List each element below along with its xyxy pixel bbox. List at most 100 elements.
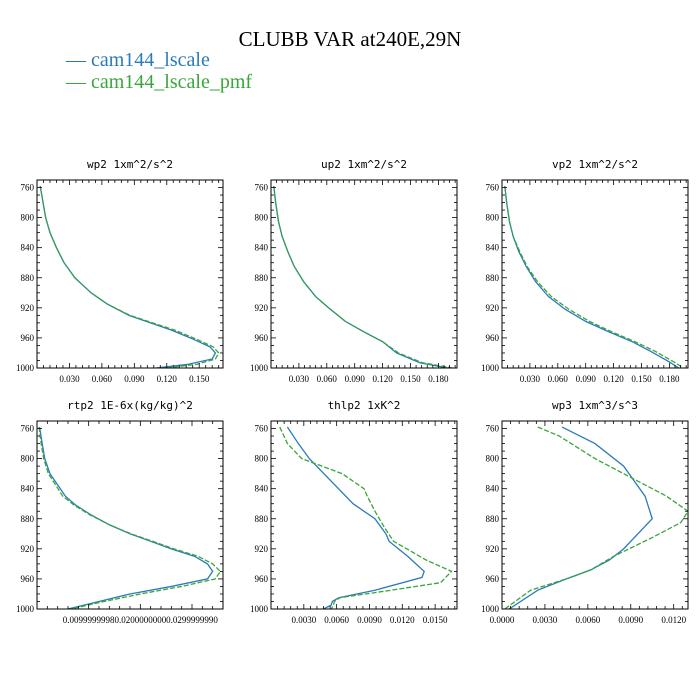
series-line-2 (273, 185, 453, 368)
x-tick-label: 0.090 (345, 374, 366, 384)
x-tick-label: 0.030 (289, 374, 310, 384)
y-tick-label: 920 (255, 303, 269, 313)
y-tick-label: 960 (486, 333, 500, 343)
y-tick-label: 880 (486, 273, 500, 283)
y-tick-label: 1000 (481, 604, 500, 614)
y-tick-label: 920 (255, 544, 269, 554)
x-tick-label: 0.0000 (490, 615, 515, 625)
y-tick-label: 760 (486, 183, 500, 193)
y-tick-label: 1000 (250, 604, 269, 614)
x-tick-label: 0.150 (631, 374, 652, 384)
y-tick-label: 800 (255, 213, 269, 223)
series-line-1 (286, 426, 425, 609)
x-tick-label: 0.0299999990 (166, 615, 218, 625)
panel-1: wp2 1xm^2/s^2 760 800 840 880 920 960 1000 0.030… (16, 158, 224, 384)
series-line-1 (38, 426, 214, 609)
y-tick-label: 880 (255, 273, 269, 283)
x-tick-label: 0.0060 (324, 615, 349, 625)
x-tick-label: 0.150 (400, 374, 421, 384)
y-tick-label: 880 (21, 514, 35, 524)
x-tick-label: 0.0030 (291, 615, 316, 625)
y-tick-label: 880 (255, 514, 269, 524)
x-tick-label: 0.0090 (618, 615, 643, 625)
y-tick-label: 920 (21, 303, 35, 313)
plot-frame (36, 420, 224, 610)
y-tick-label: 960 (21, 333, 35, 343)
panel-2: up2 1xm^2/s^2 760 800 840 880 920 960 1000 0.030… (250, 158, 458, 384)
x-tick-label: 0.030 (520, 374, 541, 384)
series-line-1 (508, 426, 653, 609)
panel-title: vp2 1xm^2/s^2 (552, 158, 638, 171)
x-tick-label: 0.150 (189, 374, 210, 384)
y-tick-label: 840 (486, 484, 500, 494)
x-tick-label: 0.0150 (423, 615, 448, 625)
series-line-2 (39, 185, 220, 368)
y-tick-label: 840 (255, 243, 269, 253)
y-tick-label: 960 (255, 333, 269, 343)
plot-frame (36, 179, 224, 369)
x-tick-label: 0.060 (548, 374, 569, 384)
panel-title: wp2 1xm^2/s^2 (87, 158, 173, 171)
series-line-2 (279, 426, 453, 609)
series-line-2 (504, 426, 688, 609)
legend-entry-cam144-lscale-pmf: — cam144_lscale_pmf (66, 71, 253, 93)
y-tick-label: 1000 (16, 604, 35, 614)
x-tick-label: 0.0030 (533, 615, 558, 625)
y-tick-label: 800 (486, 213, 500, 223)
y-tick-label: 840 (21, 243, 35, 253)
legend-entry-cam144-lscale: — cam144_lscale (66, 49, 210, 71)
y-tick-label: 920 (21, 544, 35, 554)
panel-title: rtp2 1E-6x(kg/kg)^2 (67, 399, 193, 412)
series-line-1 (273, 185, 448, 368)
x-tick-label: 0.180 (428, 374, 449, 384)
y-tick-label: 880 (21, 273, 35, 283)
x-tick-label: 0.030 (59, 374, 80, 384)
x-tick-label: 0.0120 (390, 615, 415, 625)
y-tick-label: 960 (255, 574, 269, 584)
y-tick-label: 920 (486, 303, 500, 313)
panel-title: up2 1xm^2/s^2 (321, 158, 407, 171)
y-tick-label: 800 (486, 454, 500, 464)
x-tick-label: 0.0060 (575, 615, 600, 625)
series-line-2 (38, 426, 222, 609)
y-tick-label: 840 (486, 243, 500, 253)
chart-main-title: CLUBB VAR at240E,29N (238, 27, 462, 51)
panel-title: thlp2 1xK^2 (328, 399, 401, 412)
plot-frame (501, 420, 689, 610)
series-line-2 (504, 185, 684, 368)
y-tick-label: 760 (255, 424, 269, 434)
panel-5: thlp2 1xK^2 760 800 840 880 920 960 1000 0.0030 0… (250, 399, 458, 625)
y-tick-label: 920 (486, 544, 500, 554)
y-tick-label: 1000 (16, 363, 35, 373)
plot-frame (270, 179, 458, 369)
series-line-1 (504, 185, 680, 368)
x-tick-label: 0.120 (157, 374, 178, 384)
x-tick-label: 0.0090 (357, 615, 382, 625)
panel-title: wp3 1xm^3/s^3 (552, 399, 638, 412)
y-tick-label: 760 (486, 424, 500, 434)
y-tick-label: 800 (21, 454, 35, 464)
x-tick-label: 0.120 (372, 374, 393, 384)
x-tick-label: 0.120 (603, 374, 624, 384)
y-tick-label: 760 (255, 183, 269, 193)
y-tick-label: 800 (21, 213, 35, 223)
x-tick-label: 0.090 (124, 374, 145, 384)
x-tick-label: 0.060 (92, 374, 113, 384)
x-tick-label: 0.180 (659, 374, 680, 384)
y-tick-label: 760 (21, 424, 35, 434)
x-tick-label: 0.090 (576, 374, 597, 384)
plot-frame (270, 420, 458, 610)
y-tick-label: 1000 (250, 363, 269, 373)
y-tick-label: 840 (21, 484, 35, 494)
series-line-1 (39, 185, 217, 368)
x-tick-label: 0.0099999998 (63, 615, 115, 625)
y-tick-label: 960 (21, 574, 35, 584)
x-tick-label: 0.060 (317, 374, 338, 384)
panel-6: wp3 1xm^3/s^3 760 800 840 880 920 960 10000.000… (481, 399, 689, 625)
plot-frame (501, 179, 689, 369)
y-tick-label: 1000 (481, 363, 500, 373)
panel-4: rtp2 1E-6x(kg/kg)^2 760 800 840 880 920 960 100… (16, 399, 224, 625)
y-tick-label: 760 (21, 183, 35, 193)
y-tick-label: 840 (255, 484, 269, 494)
